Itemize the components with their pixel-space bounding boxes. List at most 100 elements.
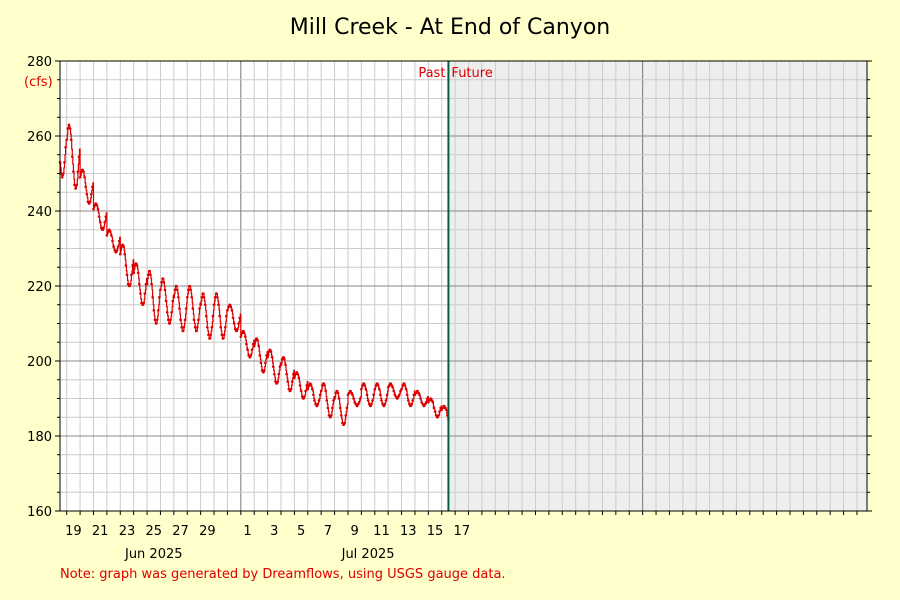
data-point	[159, 288, 162, 292]
data-point	[268, 348, 272, 352]
data-point	[194, 329, 198, 333]
footer-note: Note: graph was generated by Dreamflows,…	[60, 567, 506, 582]
data-point	[68, 127, 72, 130]
data-point	[153, 318, 157, 322]
data-point	[73, 183, 76, 187]
data-point	[364, 387, 368, 391]
data-point	[123, 252, 127, 256]
data-point	[289, 387, 293, 391]
data-point	[434, 414, 438, 417]
data-point	[386, 385, 390, 389]
data-point	[177, 295, 180, 299]
data-point	[60, 175, 64, 179]
data-point	[84, 185, 87, 188]
data-point	[230, 309, 234, 312]
data-point	[310, 387, 314, 391]
data-point	[101, 228, 104, 232]
data-point	[309, 384, 313, 387]
data-point	[82, 170, 85, 173]
data-point	[129, 282, 132, 286]
data-point	[314, 402, 317, 406]
data-point	[355, 404, 359, 408]
grid-lines	[60, 60, 867, 512]
x-tick-label: 25	[145, 524, 162, 539]
data-point	[265, 354, 268, 357]
data-point	[163, 288, 167, 292]
data-point	[367, 402, 371, 406]
data-point	[443, 406, 447, 410]
data-point	[160, 280, 163, 284]
data-point	[286, 380, 290, 383]
data-point	[374, 384, 378, 387]
data-point	[104, 215, 108, 218]
data-point	[241, 329, 245, 333]
data-point	[178, 307, 181, 310]
data-point	[161, 277, 164, 280]
data-point	[395, 397, 399, 400]
data-point	[350, 391, 353, 395]
data-point	[295, 370, 298, 374]
data-point	[252, 344, 256, 348]
data-point	[203, 303, 207, 307]
data-point	[170, 310, 173, 314]
x-tick-label: 11	[373, 524, 390, 539]
data-point	[264, 361, 267, 365]
data-point	[306, 387, 310, 391]
data-point	[245, 342, 248, 346]
data-point	[201, 292, 205, 295]
data-point	[297, 376, 301, 380]
data-point	[343, 421, 346, 425]
data-point	[381, 402, 384, 406]
data-point	[302, 397, 305, 400]
data-point	[427, 400, 430, 404]
x-month-label: Jul 2025	[341, 547, 395, 562]
data-point	[440, 408, 444, 412]
data-point	[422, 404, 426, 408]
data-point	[126, 282, 130, 286]
data-point	[258, 354, 262, 357]
data-point	[243, 335, 247, 338]
data-point	[319, 389, 323, 393]
data-point	[439, 406, 442, 410]
data-point	[288, 389, 292, 393]
data-point	[236, 327, 239, 331]
data-point	[134, 262, 138, 265]
data-point	[415, 389, 419, 393]
data-point	[183, 318, 187, 322]
data-point	[316, 402, 320, 406]
data-point	[290, 380, 294, 383]
data-point	[318, 393, 322, 397]
data-point	[182, 325, 186, 329]
y-tick-label: 160	[27, 505, 52, 520]
data-point	[432, 406, 436, 410]
data-point	[389, 382, 392, 385]
data-point	[429, 397, 432, 400]
data-point	[379, 393, 382, 397]
data-point	[360, 387, 363, 391]
data-point	[435, 415, 439, 419]
data-point	[373, 387, 377, 391]
data-point	[275, 382, 278, 385]
data-point	[209, 333, 212, 337]
data-point	[353, 400, 356, 404]
data-point	[232, 322, 236, 325]
past-label: Past	[418, 66, 445, 81]
data-point	[408, 402, 411, 406]
data-point	[64, 145, 67, 149]
data-point	[396, 395, 400, 398]
data-point	[185, 295, 189, 299]
data-point	[338, 406, 342, 410]
x-tick-label: 29	[199, 524, 216, 539]
data-point	[299, 389, 303, 393]
data-point	[323, 384, 326, 387]
data-point	[300, 395, 304, 398]
data-point	[199, 303, 202, 307]
data-point	[168, 322, 171, 325]
data-point	[250, 348, 254, 352]
data-point	[293, 376, 296, 380]
y-axis-unit-label: (cfs)	[24, 75, 53, 90]
data-point	[347, 391, 351, 395]
data-point	[115, 249, 119, 252]
data-point	[248, 355, 252, 359]
